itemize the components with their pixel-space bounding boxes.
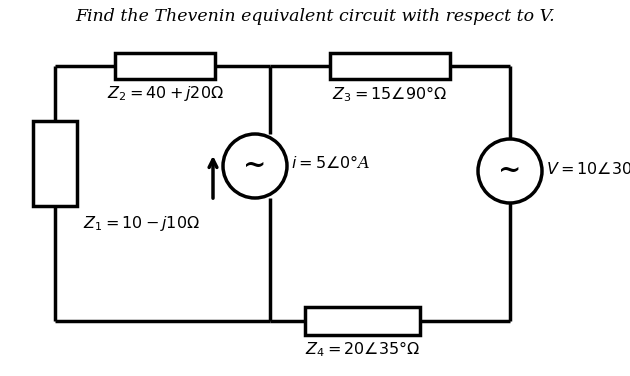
Circle shape [223,134,287,198]
Circle shape [478,139,542,203]
Bar [33,121,77,206]
Bar [115,53,215,79]
Text: $Z_3 = 15\angle 90°\Omega$: $Z_3 = 15\angle 90°\Omega$ [333,84,447,104]
Text: $V = 10\angle 30°$V: $V = 10\angle 30°$V [546,161,630,177]
Text: Find the Thevenin equivalent circuit with respect to V.: Find the Thevenin equivalent circuit wit… [75,8,555,25]
Text: $Z_2 = 40 + j20\Omega$: $Z_2 = 40 + j20\Omega$ [106,84,224,103]
Text: $i = 5\angle 0°$A: $i = 5\angle 0°$A [291,156,370,173]
Text: $Z_1 = 10 - j10\Omega$: $Z_1 = 10 - j10\Omega$ [83,214,200,233]
Text: ~: ~ [498,156,522,183]
Text: $Z_4 = 20\angle 35°\Omega$: $Z_4 = 20\angle 35°\Omega$ [305,339,420,359]
Bar [305,307,420,335]
Text: ~: ~ [243,152,266,179]
Bar [330,53,450,79]
